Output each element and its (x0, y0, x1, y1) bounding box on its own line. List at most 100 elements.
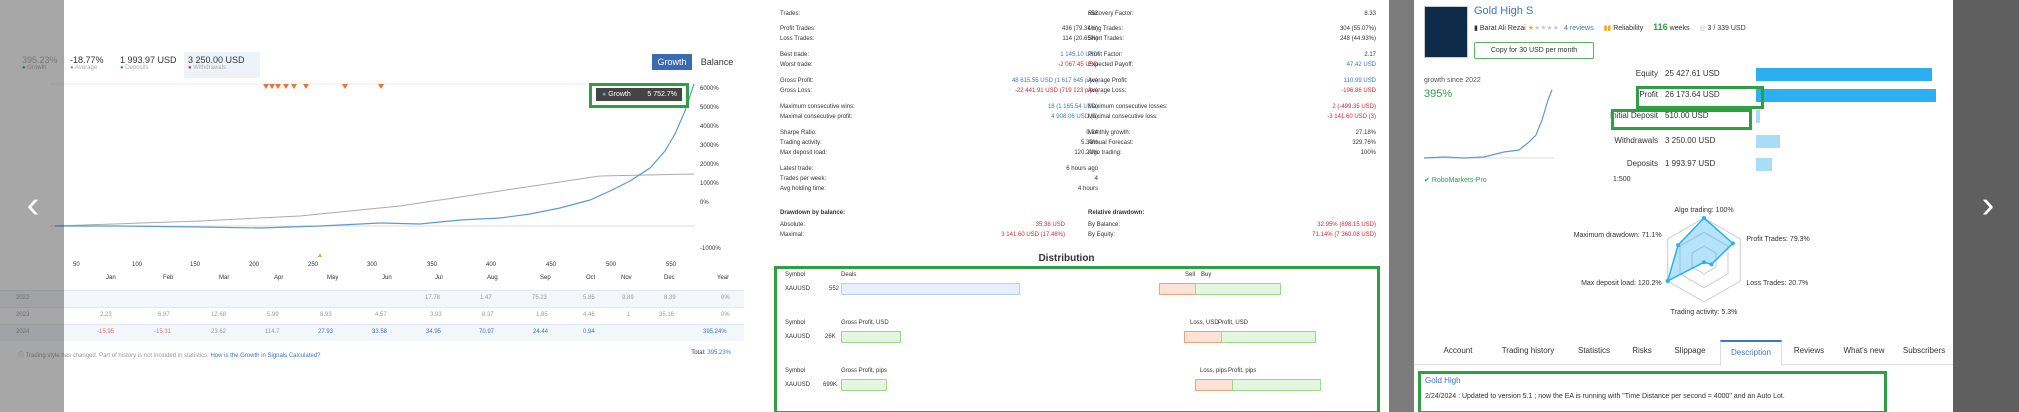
deposits-bar (1756, 158, 1772, 171)
distribution-highlight (774, 266, 1380, 412)
weeks-label: weeks (1669, 25, 1690, 32)
broker-row: ✔ RoboMarkets-Pro (1424, 176, 1487, 184)
radar-label: Profit Trades: 79.3% (1746, 236, 1809, 243)
prev-slide-arrow-icon[interactable]: ‹ (26, 184, 40, 226)
tab-risks[interactable]: Risks (1632, 346, 1652, 355)
signal-title[interactable]: Gold High S (1474, 5, 1534, 17)
finance-bars: Equity 25 427.61 USD Profit 26 173.64 US… (1564, 68, 1953, 173)
gross-profit-pips-bar (841, 379, 887, 391)
growth-since-label: growth since 2022 (1424, 77, 1481, 84)
distribution-title: Distribution (1038, 253, 1095, 264)
left-dim-overlay (0, 0, 64, 412)
buy-bar (1195, 283, 1281, 295)
radar-point (1702, 216, 1706, 220)
withdrawals-dot-icon: ● (188, 65, 192, 71)
year-row-2024: 2024 -15.95 -15.31 23.62 114.7 27.93 33.… (0, 324, 745, 341)
deposits-row: Deposits 1 993.97 USD (1564, 158, 1953, 172)
description-text: 2/24/2024 : Updated to version 5.1 ; now… (1425, 393, 1785, 400)
tab-statistics[interactable]: Statistics (1577, 346, 1610, 355)
radar-label: Loss Trades: 20.7% (1746, 280, 1808, 287)
radar-grid-ring (1667, 217, 1741, 303)
distribution-block-profit-usd: Symbol Gross Profit, USD Loss, USD Profi… (781, 318, 1373, 364)
tab-reviews[interactable]: Reviews (1793, 346, 1825, 355)
profit-usd-bar (1221, 331, 1316, 343)
radar-label: Maximum drawdown: 71.1% (1574, 232, 1662, 239)
gross-profit-usd-bar (841, 331, 901, 343)
distribution-block-profit-pips: Symbol Gross Profit, pips Loss, pips Pro… (781, 366, 1373, 410)
profit-highlight (1636, 86, 1764, 109)
stat-deposits: 1 993.97 USD ● Deposits (120, 55, 177, 71)
signal-panel: Gold High S ▮ Barat Ali Rezai ★★★★★ 4 re… (1414, 0, 1953, 412)
deposits-dot-icon: ● (120, 65, 124, 71)
growth-chart (50, 83, 695, 257)
profit-bar (1756, 89, 1936, 102)
radar-grid-ring (1691, 245, 1717, 275)
stat-average: -18.77% ● Average (70, 55, 104, 71)
initial-deposit-highlight (1611, 109, 1752, 130)
growth-line (55, 83, 695, 229)
radar-point (1730, 241, 1735, 246)
tab-whats-new[interactable]: What's new (1843, 346, 1885, 355)
warning-markers (263, 84, 384, 89)
growth-tab-button[interactable]: Growth (652, 54, 692, 70)
total-growth: Total: 395.23% (691, 350, 731, 356)
tab-description[interactable]: Description (1720, 340, 1782, 366)
radar-label: Algo trading: 100% (1674, 207, 1733, 214)
reliability-label: Reliability (1613, 25, 1644, 32)
reviews-link[interactable]: 4 reviews (1564, 25, 1594, 32)
reliability-icon: ▮▮ (1603, 25, 1612, 32)
author-row: ▮ Barat Ali Rezai ★★★★★ 4 reviews ▮▮ Rel… (1474, 22, 1944, 34)
mini-growth-line (1424, 89, 1553, 159)
tab-account[interactable]: Account (1443, 346, 1473, 355)
stat-withdrawals: 3 250.00 USD ● Withdrawals (184, 52, 260, 78)
subscribers-icon: ◎ (1699, 25, 1706, 32)
profit-pips-bar (1232, 379, 1321, 391)
radar-point (1702, 260, 1706, 265)
tab-slippage[interactable]: Slippage (1674, 346, 1706, 355)
withdrawals-bar (1756, 135, 1780, 148)
statistics-panel: Trades: 552 Profit Trades: 436 (79.34%) Lo… (744, 0, 1389, 412)
description-title: Gold High (1425, 376, 1461, 385)
radar-point (1676, 243, 1681, 248)
growth-calc-link[interactable]: How is the Growth in Signals Calculated? (210, 353, 321, 359)
tooltip-dot-icon: ● (602, 91, 607, 98)
radar-label: Max deposit load: 120.2% (1581, 280, 1662, 287)
withdrawals-row: Withdrawals 3 250.00 USD (1564, 135, 1953, 149)
average-dot-icon: ● (70, 65, 74, 71)
info-icon: ⓘ (18, 353, 25, 359)
verified-icon: ✔ (1424, 177, 1430, 184)
subscribers-count: 3 / 339 USD (1707, 25, 1746, 32)
equity-bar (1756, 68, 1932, 81)
tab-trading-history[interactable]: Trading history (1501, 346, 1555, 355)
radar-point (1709, 262, 1714, 267)
profit-row: Profit 26 173.64 USD (1564, 89, 1953, 103)
tab-subscribers[interactable]: Subscribers (1902, 346, 1946, 355)
radar-grid-ring (1679, 231, 1729, 289)
star-rating: ★★★★★ (1527, 25, 1560, 32)
avatar (1424, 6, 1468, 58)
stat-growth: 395.23% ● Growth (22, 55, 58, 71)
weeks-count: 116 (1653, 22, 1668, 32)
radar-point (1665, 279, 1670, 283)
flag-icon: ▮ (1474, 25, 1478, 32)
deposit-marker (318, 253, 322, 257)
copy-button[interactable]: Copy for 30 USD per month (1474, 42, 1594, 59)
distribution-block-deals: Symbol Deals Sell Buy XAUUSD 552 (781, 270, 1373, 316)
balance-tab-button[interactable]: Balance (700, 57, 734, 67)
radar-chart: Algo trading: 100% Profit Trades: 79.3% Lo… (1574, 207, 1810, 316)
growth-dot-icon: ● (22, 65, 26, 71)
balance-line (54, 173, 695, 227)
growth-panel: 395.23% ● Growth -18.77% ● Average 1 993… (0, 0, 745, 412)
radar-label: Trading activity: 5.3% (1671, 309, 1738, 316)
history-note: ⓘ Trading style has changed. Part of his… (18, 353, 321, 359)
broker-name[interactable]: RoboMarkets-Pro (1431, 177, 1487, 184)
growth-tooltip: ● Growth 5 752.7% (596, 88, 682, 101)
initial-deposit-bar (1756, 110, 1760, 123)
right-dim-overlay (1953, 0, 2019, 412)
tab-bar: Account Trading history Statistics Risks… (1414, 340, 1953, 366)
next-slide-arrow-icon[interactable]: › (1981, 184, 1995, 226)
tooltip-highlight (589, 83, 689, 108)
mini-growth-chart (1424, 89, 1554, 159)
description-highlight (1418, 371, 1887, 412)
author-name[interactable]: Barat Ali Rezai (1479, 25, 1526, 32)
